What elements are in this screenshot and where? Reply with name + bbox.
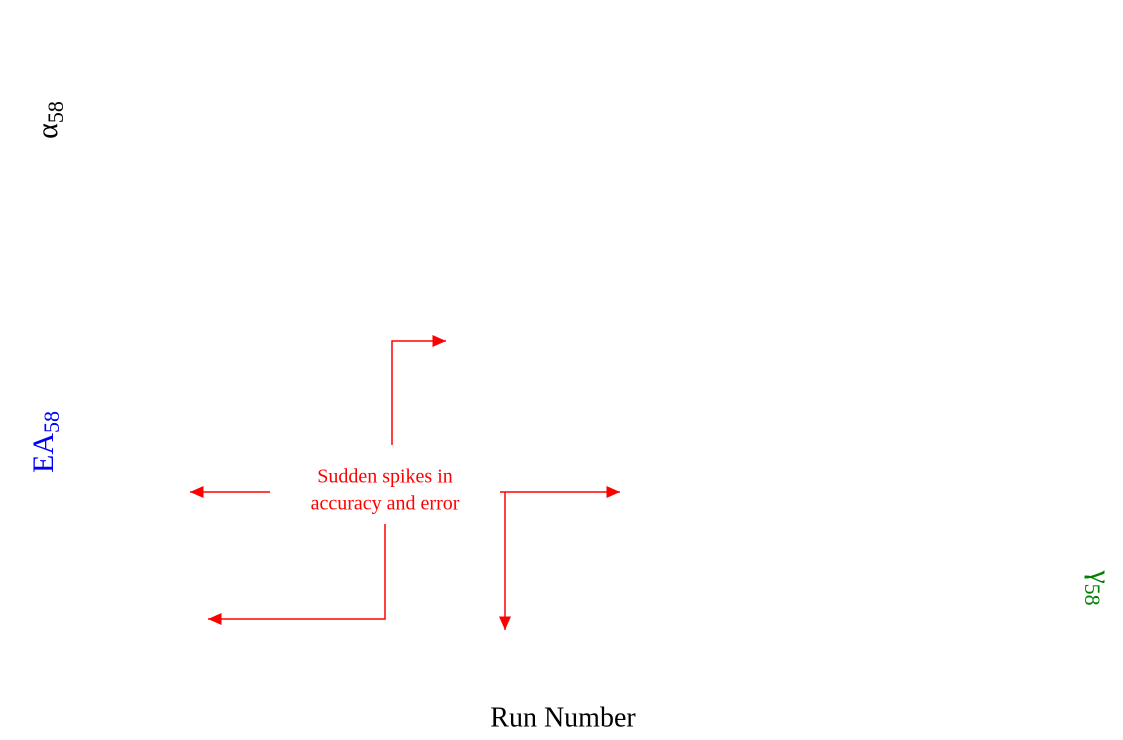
annotation-box bbox=[270, 460, 500, 524]
annotation-line: Sudden spikes in bbox=[317, 466, 453, 488]
y2-label-main: γ bbox=[1084, 569, 1117, 583]
y-label-main: EA bbox=[27, 433, 60, 473]
top-y-label: α58 bbox=[31, 101, 68, 139]
y2-label-sub: 58 bbox=[1080, 584, 1105, 606]
x-label: Run Number bbox=[490, 702, 636, 733]
arrow bbox=[391, 335, 446, 445]
ea-y-label: EA58 bbox=[27, 411, 64, 473]
annotation-line: accuracy and error bbox=[311, 493, 460, 515]
annotation: Sudden spikes in accuracy and error bbox=[190, 335, 620, 630]
arrow bbox=[208, 524, 386, 625]
y-label-sub: 58 bbox=[43, 101, 68, 123]
y-label-main: α bbox=[31, 123, 64, 139]
gamma-y-label: γ58 bbox=[1080, 569, 1117, 605]
y-label-sub: 58 bbox=[39, 411, 64, 433]
